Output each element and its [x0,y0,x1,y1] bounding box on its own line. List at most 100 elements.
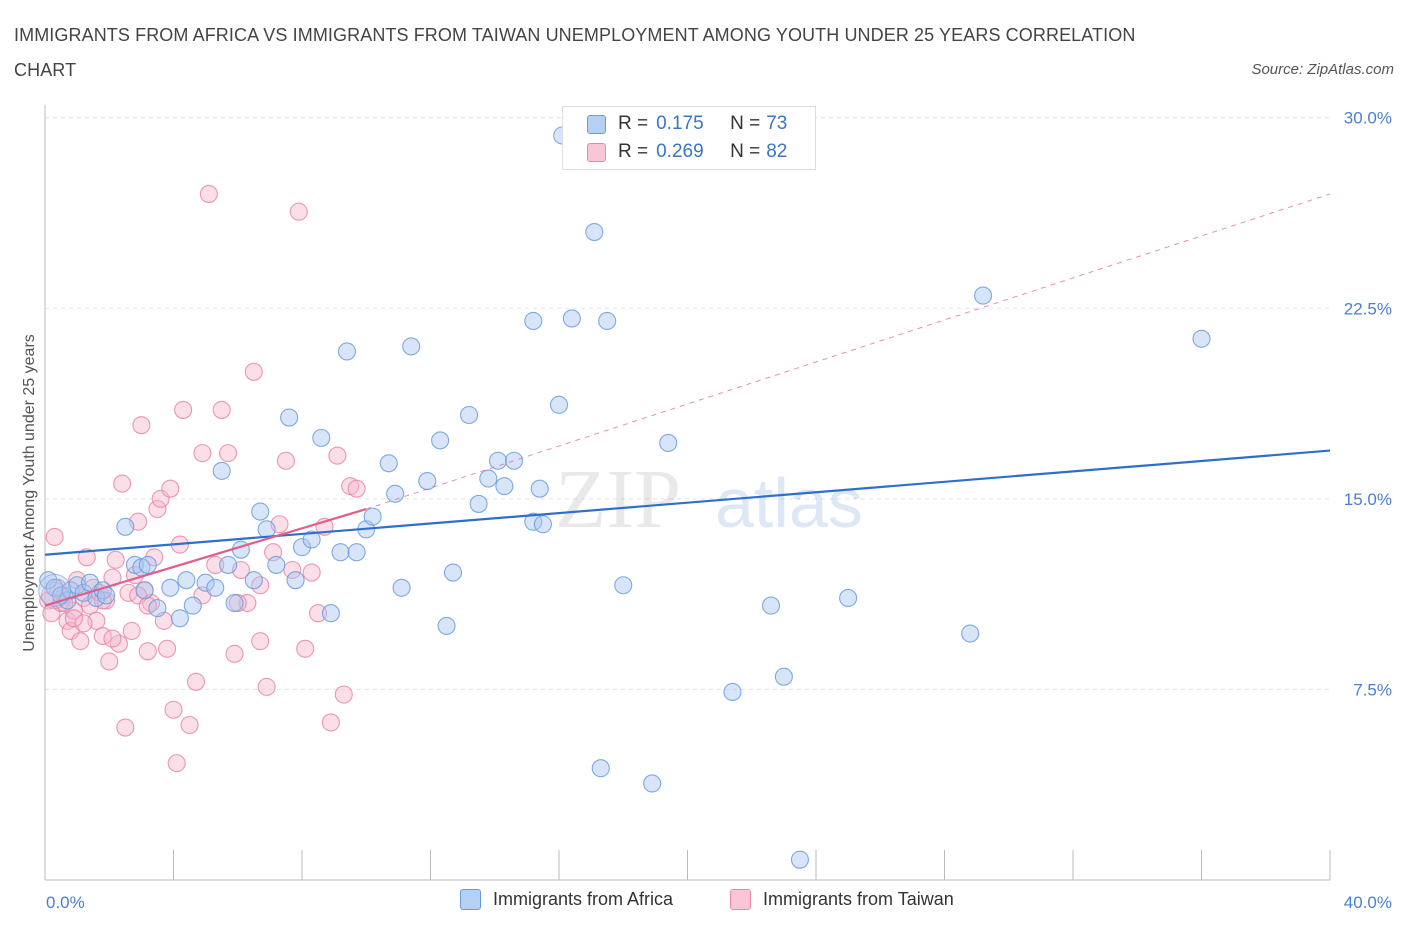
africa-trend-line [44,449,1331,556]
axes [44,105,1331,881]
taiwan-point-8 [64,601,83,620]
legend-n-label: N = [730,141,761,162]
taiwan-point-48 [212,400,231,419]
africa-point-58 [533,515,552,534]
africa-point-36 [321,604,340,623]
taiwan-point-59 [283,560,302,580]
taiwan-point-19 [100,652,119,671]
tick-labels: 7.5% 15.0% 22.5% 30.0% 0.0% 40.0% [46,109,1392,912]
africa-point-72 [839,588,858,608]
series-taiwan [39,184,366,773]
legend-row-taiwan: R = 0.269 N = 82 [587,139,787,165]
taiwan-point-39 [164,700,183,719]
africa-point-45 [402,337,421,356]
taiwan-point-12 [77,548,96,567]
series-africa [38,126,1211,869]
taiwan-point-45 [193,444,212,463]
africa-point-47 [431,431,450,450]
bottom-legend-swatch-africa [460,889,481,910]
taiwan-point-33 [145,548,164,567]
x-tick-label-1: 40.0% [1344,893,1392,912]
africa-point-18 [170,609,189,628]
legend-box: R = 0.175 N = 73 R = 0.269 N = 82 [562,106,816,170]
africa-point-31 [280,408,299,427]
taiwan-point-52 [238,593,257,613]
africa-point-35 [312,428,331,447]
taiwan-point-21 [106,550,125,569]
africa-point-61 [562,309,581,328]
africa-point-19 [177,571,196,590]
africa-point-24 [219,555,238,574]
taiwan-point-26 [122,621,141,641]
africa-point-41 [363,507,382,526]
africa-point-14 [135,581,154,600]
taiwan-point-44 [186,672,206,691]
bottom-legend-africa: Immigrants from Africa [460,889,673,910]
x-tick-label-0: 0.0% [46,893,85,912]
taiwan-trend-line [44,507,367,607]
africa-point-52 [479,469,498,488]
watermark-zip: ZIP [555,453,681,546]
africa-point-75 [1192,329,1211,348]
africa-cluster-point [38,573,72,607]
africa-point-17 [161,578,180,597]
chart-title: IMMIGRANTS FROM AFRICA VS IMMIGRANTS FRO… [14,25,1136,80]
legend-n-value-africa: 73 [766,113,788,134]
taiwan-point-61 [296,639,315,658]
africa-point-54 [495,477,514,496]
africa-point-38 [337,342,357,361]
taiwan-trend-extension [366,193,1331,510]
africa-point-34 [302,530,321,549]
africa-point-74 [973,286,993,305]
trend-lines [44,193,1331,607]
africa-point-37 [331,543,350,562]
africa-point-23 [212,461,231,480]
legend-swatch-africa [587,114,606,134]
africa-point-48 [437,616,456,635]
africa-point-66 [643,774,662,793]
africa-point-63 [591,759,610,778]
legend-row-africa: R = 0.175 N = 73 [587,111,787,137]
chart-source: Source: ZipAtlas.com [1251,61,1394,78]
bottom-legend-label-taiwan: Immigrants from Taiwan [763,889,954,909]
africa-point-21 [196,573,215,592]
bottom-legend-taiwan: Immigrants from Taiwan [730,889,954,910]
taiwan-point-72 [74,614,93,633]
africa-point-28 [251,502,270,521]
africa-point-0 [39,571,58,590]
africa-point-62 [585,222,604,242]
taiwan-point-42 [174,400,193,419]
africa-point-73 [961,624,980,643]
taiwan-point-24 [116,718,135,737]
africa-point-67 [659,433,678,453]
taiwan-point-10 [71,632,90,651]
africa-point-26 [231,540,251,559]
taiwan-point-69 [347,479,366,498]
africa-point-49 [443,563,463,582]
bottom-legend-swatch-taiwan [730,889,751,910]
africa-point-70 [774,667,793,686]
legend-r-label: R = [618,113,649,134]
taiwan-point-71 [251,632,270,651]
taiwan-point-29 [132,416,151,435]
africa-point-69 [761,596,781,615]
africa-point-53 [488,451,508,470]
taiwan-point-34 [148,499,167,519]
taiwan-point-62 [302,563,321,582]
taiwan-point-53 [244,362,263,381]
taiwan-point-67 [334,685,353,704]
watermark-atlas: atlas [715,464,863,542]
taiwan-point-78 [103,629,122,648]
africa-point-51 [469,494,488,513]
africa-point-20 [183,596,202,615]
africa-point-71 [790,850,809,869]
taiwan-point-31 [138,642,157,661]
taiwan-point-37 [158,639,177,658]
taiwan-point-47 [206,555,225,574]
y-tick-label-3: 30.0% [1344,109,1392,128]
legend-r-label: R = [618,141,649,162]
y-tick-label-0: 7.5% [1353,680,1392,699]
africa-point-30 [267,555,286,574]
africa-point-64 [598,311,617,331]
